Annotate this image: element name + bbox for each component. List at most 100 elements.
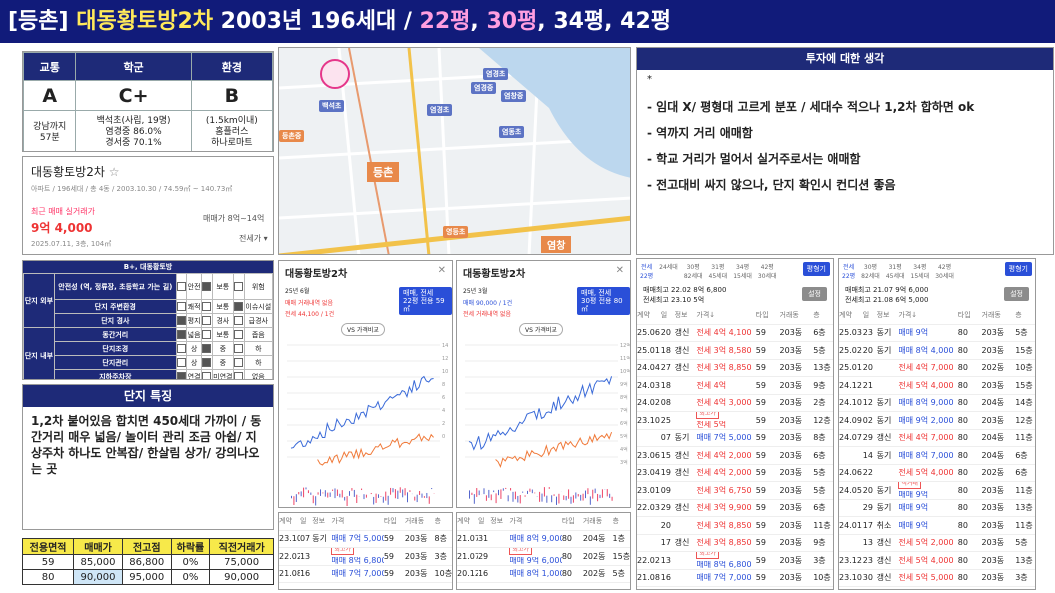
map-pin-school-6: 염동초 [499, 126, 525, 138]
volume-bar [531, 489, 533, 494]
trade-cell: 203동 [404, 534, 428, 544]
checkbox[interactable] [200, 369, 213, 379]
star-icon[interactable]: ☆ [108, 165, 120, 179]
trade-cell: 21.07 [457, 534, 478, 544]
checkbox[interactable] [200, 355, 213, 370]
checkbox[interactable] [175, 313, 188, 328]
checkbox[interactable] [175, 369, 188, 379]
checkbox[interactable] [200, 313, 213, 328]
size-tab[interactable]: 34평 15세대 [733, 264, 752, 280]
checkbox[interactable] [175, 299, 188, 314]
size-tab[interactable]: 42평 30세대 [935, 264, 954, 280]
table-row[interactable]: 22.03 29 갱신 전세 3억 9,900 59 203동 6층 [637, 500, 833, 517]
table-row[interactable]: 17 갱신 전세 3억 8,850 59 203동 9층 [637, 535, 833, 552]
table-row[interactable]: 25.01 18 갱신 전세 3억 8,580 59 203동 5층 [637, 342, 833, 360]
volume-bar [346, 496, 348, 507]
trade-cell: 22.02 [279, 551, 300, 561]
table-row[interactable]: 24.07 29 갱신 전세 4억 7,000 80 204동 11층 [839, 430, 1035, 447]
table-row[interactable]: 24.04 27 갱신 전세 3억 8,850 59 203동 13층 [637, 360, 833, 377]
price-cell: 90,000 [209, 569, 274, 585]
checkbox[interactable] [233, 355, 245, 370]
price-cell: 95,000 [121, 569, 172, 585]
table-row[interactable]: 23.12 23 갱신 전세 5억 4,000 80 203동 13층 [839, 552, 1035, 570]
table-row[interactable]: 22.02 13 최고가 매매 8억 6,800 59 203동 3층 [637, 552, 833, 570]
table-row[interactable]: 21.07 29 최고가 매매 9억 6,000 80 202동 15층 [457, 548, 630, 566]
size-tab[interactable]: 31평 45세대 [885, 264, 905, 280]
table-row[interactable]: 24.03 18 전세 4억 59 203동 9층 [637, 377, 833, 395]
checkbox[interactable] [233, 341, 245, 356]
size-tab[interactable]: 31평 45세대 [708, 264, 728, 280]
table-row[interactable]: 23.06 15 갱신 전세 4억 2,000 59 203동 6층 [637, 447, 833, 465]
close-icon[interactable]: ✕ [615, 265, 624, 276]
size-tab[interactable]: 전세 22평 [842, 264, 856, 280]
size-tab[interactable]: 전세 22평 [640, 264, 654, 280]
size-tab[interactable]: 42평 30세대 [757, 264, 777, 280]
table-row[interactable]: 23.01 09 전세 3억 6,750 59 203동 5층 [637, 482, 833, 500]
checkbox[interactable] [175, 273, 188, 300]
close-icon[interactable]: ✕ [437, 265, 446, 276]
size-select-30[interactable]: 매매, 전세 30평 전용 80㎡ [577, 287, 630, 315]
checkbox[interactable] [233, 299, 245, 314]
volume-bar [517, 495, 519, 503]
checklist-group: 단지 내부 [23, 327, 55, 379]
table-row[interactable]: 07 동기 매매 7억 5,000 59 203동 8층 [637, 430, 833, 447]
checkbox[interactable] [175, 341, 188, 356]
checkbox[interactable] [233, 313, 245, 328]
checkbox[interactable] [200, 341, 213, 356]
trade-cell: 23.06 [637, 450, 660, 460]
table-row[interactable]: 22.02 13 최고가 매매 8억 6,800 59 203동 3층 [279, 548, 452, 566]
size-tab[interactable]: 30평 82세대 [683, 264, 703, 280]
size-button[interactable]: 평형기 [802, 262, 830, 276]
table-row[interactable]: 23.10 07 동기 매매 7억 5,000 59 203동 8층 [279, 531, 452, 548]
table-row[interactable]: 25.06 20 갱신 전세 4억 4,100 59 203동 6층 [637, 325, 833, 342]
table-row[interactable]: 24.05 20 동기 직거래 매매 9억 80 203동 11층 [839, 482, 1035, 500]
table-row[interactable]: 29 동기 매매 9억 80 203동 13층 [839, 500, 1035, 517]
table-row[interactable]: 20.12 16 매매 8억 1,000 80 202동 5층 [457, 566, 630, 583]
trade-cell: 80 [957, 450, 968, 460]
checkbox[interactable] [233, 369, 245, 379]
table-row[interactable]: 21.08 16 매매 7억 7,000 59 203동 10층 [279, 566, 452, 583]
table-row[interactable]: 24.09 02 동기 매매 9억 2,000 80 203동 12층 [839, 412, 1035, 430]
table-row[interactable]: 13 갱신 전세 5억 2,000 80 203동 5층 [839, 535, 1035, 552]
table-row[interactable]: 23.10 30 갱신 전세 5억 5,000 80 203동 3층 [839, 570, 1035, 587]
table-row[interactable]: 24.12 21 전세 5억 4,000 80 203동 15층 [839, 377, 1035, 395]
table-row[interactable]: 23.04 19 갱신 전세 4억 2,000 59 203동 5층 [637, 465, 833, 482]
vs-compare-button[interactable]: VS 가격비교 [519, 323, 563, 336]
table-row[interactable]: 24.10 12 동기 매매 8억 9,000 80 204동 14층 [839, 395, 1035, 412]
table-row[interactable]: 24.01 17 취소 매매 9억 80 203동 11층 [839, 517, 1035, 535]
price-header: 매매가 [73, 538, 123, 555]
table-row[interactable]: 24.06 22 전세 5억 4,000 80 202동 6층 [839, 465, 1035, 482]
table-row[interactable]: 20 전세 3억 8,850 59 203동 11층 [637, 517, 833, 535]
checklist-option: 연결 [186, 369, 202, 379]
trade-cell: 80 [957, 520, 968, 530]
table-row[interactable]: 14 동기 매매 8억 7,000 80 204동 6층 [839, 447, 1035, 465]
settings-button[interactable]: 설정 [802, 287, 827, 301]
table-row[interactable]: 21.07 31 매매 8억 9,000 80 204동 1층 [457, 531, 630, 548]
table-row[interactable]: 25.03 23 동기 매매 9억 80 203동 5층 [839, 325, 1035, 342]
table-row[interactable]: 24.02 08 전세 4억 3,000 59 203동 2층 [637, 395, 833, 412]
size-select-22[interactable]: 매매, 전세 22평 전용 59㎡ [399, 287, 452, 315]
volume-bar [409, 490, 411, 492]
checkbox[interactable] [200, 273, 213, 300]
settings-button[interactable]: 설정 [1004, 287, 1029, 301]
checkbox[interactable] [233, 273, 245, 300]
map-panel[interactable]: 백석초 염경초 염경중 염경초 염창중 염동초 등촌중 영등초 등촌 염창 [278, 47, 631, 255]
jeonse-dropdown[interactable]: 전세가 ▾ [239, 234, 268, 243]
size-tab[interactable]: 24세대 [659, 264, 678, 271]
checkbox[interactable] [175, 355, 188, 370]
desc-traffic: 강남까지 57분 [23, 110, 77, 151]
table-row[interactable]: 21.08 16 매매 7억 7,000 59 203동 10층 [637, 570, 833, 587]
checkbox[interactable] [200, 327, 213, 342]
trade-cell: 203동 [981, 573, 1005, 583]
size-button[interactable]: 평형기 [1004, 262, 1032, 276]
checkbox[interactable] [200, 299, 213, 314]
volume-bar [546, 495, 548, 503]
table-row[interactable]: 25.01 20 전세 4억 7,000 80 202동 10층 [839, 360, 1035, 377]
size-tab[interactable]: 34평 15세대 [910, 264, 930, 280]
checkbox[interactable] [233, 327, 245, 342]
vs-compare-button[interactable]: VS 가격비교 [341, 323, 385, 336]
size-tab[interactable]: 30평 82세대 [861, 264, 880, 280]
table-row[interactable]: 25.02 20 동기 매매 8억 4,000 80 203동 15층 [839, 342, 1035, 360]
checkbox[interactable] [175, 327, 188, 342]
table-row[interactable]: 23.10 25 최고가 전세 5억 59 203동 12층 [637, 412, 833, 430]
